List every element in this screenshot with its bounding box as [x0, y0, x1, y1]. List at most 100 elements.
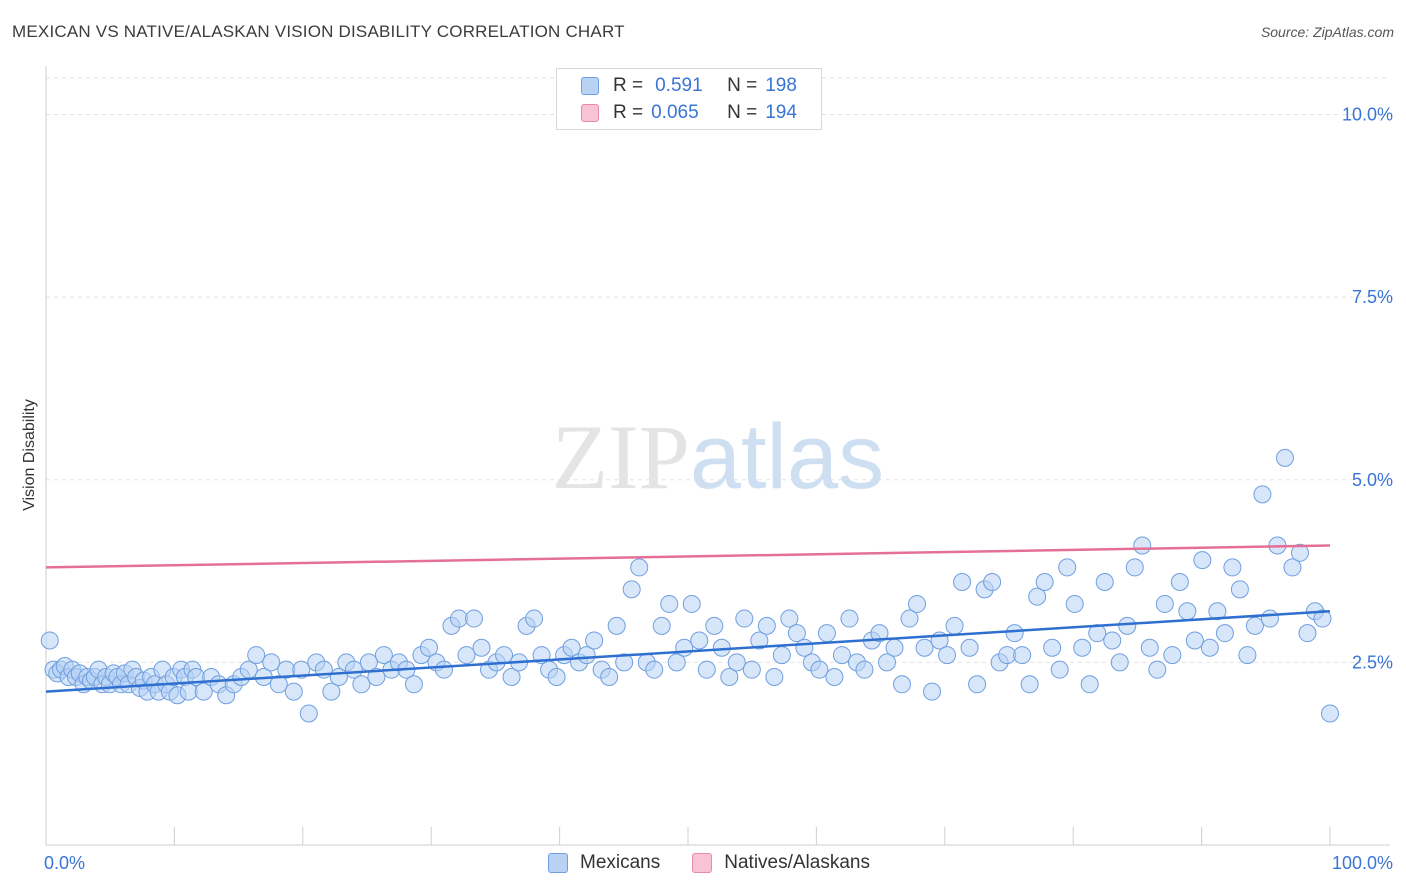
- mexicans-point: [1290, 543, 1309, 562]
- mexicans-point: [938, 646, 957, 665]
- mexicans-point: [525, 609, 544, 628]
- mexicans-point: [772, 646, 791, 665]
- chart-title: MEXICAN VS NATIVE/ALASKAN VISION DISABIL…: [12, 22, 625, 41]
- mexicans-point: [434, 660, 453, 679]
- mexicans-point: [1155, 594, 1174, 613]
- mexicans-point: [1005, 624, 1024, 643]
- mexicans-point: [893, 675, 911, 694]
- mexicans-point: [404, 675, 423, 694]
- y-axis-label: Vision Disability: [21, 399, 38, 511]
- mexicans-point: [1170, 573, 1189, 592]
- mexicans-point: [1215, 624, 1234, 643]
- legend-label-natives: Natives/Alaskans: [724, 852, 870, 873]
- mexicans-point: [825, 667, 844, 686]
- mexicans-point: [870, 624, 889, 643]
- mexicans-point: [465, 609, 483, 628]
- mexicans-point: [900, 609, 919, 628]
- mexicans-point: [660, 594, 679, 613]
- mexicans-point: [780, 609, 799, 628]
- mexicans-point: [817, 624, 836, 643]
- mexicans-point: [577, 646, 596, 665]
- legend-item-mexicans[interactable]: Mexicans: [548, 852, 660, 874]
- mexicans-point: [40, 631, 59, 650]
- mexicans-trend-line: [45, 610, 1331, 693]
- mexicans-point: [344, 660, 363, 679]
- mexicans-point: [645, 660, 664, 679]
- blue-swatch: [581, 77, 599, 95]
- mexicans-point: [1275, 448, 1294, 467]
- mexicans-point: [449, 609, 468, 628]
- mexicans-point: [983, 573, 1002, 592]
- mexicans-points: [40, 448, 1339, 723]
- mexicans-point: [262, 653, 281, 672]
- mexicans-point: [840, 609, 859, 628]
- y-tick-label: 2.5%: [1352, 652, 1393, 672]
- source-label: Source: ZipAtlas.com: [1260, 24, 1394, 40]
- mexicans-point: [1020, 675, 1039, 694]
- blue-swatch: [548, 853, 568, 873]
- mexicans-point: [1230, 580, 1249, 599]
- mexicans-point: [757, 616, 776, 635]
- mexicans-point: [945, 616, 964, 635]
- mexicans-point: [1110, 653, 1129, 672]
- mexicans-point: [1118, 616, 1137, 635]
- mexicans-point: [675, 638, 694, 657]
- tick-labels: 2.5% 5.0% 7.5% 10.0% 0.0% 100.0%: [44, 105, 1393, 873]
- legend-item-natives[interactable]: Natives/Alaskans: [692, 852, 870, 874]
- mexicans-point: [953, 573, 972, 592]
- mexicans-point: [284, 682, 303, 701]
- mexicans-point: [1043, 638, 1062, 657]
- mexicans-point: [367, 667, 386, 686]
- r-value: 0.065: [651, 102, 699, 123]
- mexicans-point: [585, 631, 604, 650]
- mexicans-point: [194, 682, 213, 701]
- mexicans-point: [915, 638, 934, 657]
- mexicans-point: [495, 646, 514, 665]
- mexicans-point: [322, 682, 341, 701]
- mexicans-point: [787, 624, 806, 643]
- mexicans-point: [1073, 638, 1092, 657]
- mexicans-point: [1125, 558, 1144, 577]
- mexicans-point: [1200, 638, 1219, 657]
- y-tick-label: 10.0%: [1342, 105, 1393, 125]
- trend-lines: [45, 544, 1331, 693]
- legend-row-mexicans: R = 0.591 N = 198: [581, 74, 797, 98]
- mexicans-point: [1050, 660, 1069, 679]
- mexicans-point: [923, 682, 942, 701]
- mexicans-point: [1058, 558, 1077, 577]
- mexicans-point: [630, 558, 649, 577]
- mexicans-point: [1080, 675, 1099, 694]
- watermark: ZIPatlas: [552, 406, 884, 508]
- stats-legend: R = 0.591 N = 198 R = 0.065 N = 194: [556, 68, 822, 130]
- mexicans-point: [1208, 602, 1227, 621]
- natives-trend-line: [45, 544, 1331, 569]
- mexicans-point: [299, 704, 318, 723]
- mexicans-point: [765, 667, 784, 686]
- mexicans-point: [652, 616, 671, 635]
- mexicans-point: [1133, 536, 1152, 555]
- mexicans-point: [292, 660, 311, 679]
- mexicans-point: [682, 594, 701, 613]
- mexicans-point: [735, 609, 754, 628]
- mexicans-point: [727, 653, 746, 672]
- r-value: 0.591: [655, 75, 703, 96]
- mexicans-point: [742, 660, 761, 679]
- mexicans-point: [1095, 573, 1114, 592]
- mexicans-point: [1103, 631, 1122, 650]
- x-tick-label: 100.0%: [1332, 853, 1393, 873]
- mexicans-point: [374, 646, 393, 665]
- mexicans-point: [615, 653, 634, 672]
- mexicans-point: [697, 660, 716, 679]
- y-tick-label: 7.5%: [1352, 287, 1393, 307]
- pink-swatch: [692, 853, 713, 873]
- mexicans-point: [1253, 485, 1272, 504]
- mexicans-point: [622, 580, 641, 599]
- grid-lines: [46, 77, 1390, 663]
- mexicans-point: [1028, 587, 1047, 606]
- mexicans-point: [1238, 646, 1257, 665]
- mexicans-point: [877, 653, 896, 672]
- axes: [45, 66, 1390, 846]
- mexicans-point: [1185, 631, 1204, 650]
- mexicans-point: [419, 638, 438, 657]
